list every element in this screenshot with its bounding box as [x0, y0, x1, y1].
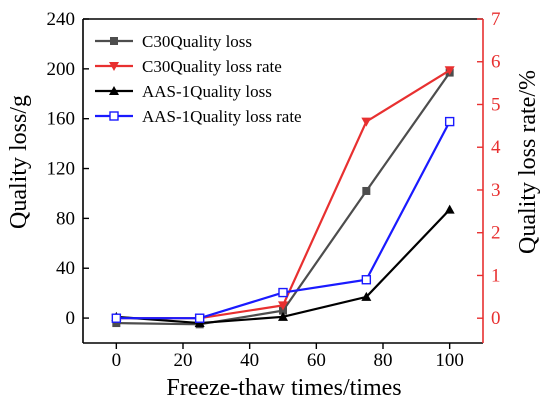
series-point — [361, 117, 372, 127]
legend-label: C30Quality loss rate — [142, 57, 282, 76]
y-left-tick-label: 200 — [47, 59, 76, 80]
legend: C30Quality loss C30Quality loss rate AAS-1… — [95, 32, 302, 126]
x-tick-label: 60 — [307, 350, 326, 371]
y-left-tick-label: 160 — [47, 109, 76, 130]
y-right-tick-label: 5 — [491, 94, 501, 115]
y-left-tick-label: 240 — [47, 9, 76, 30]
y-axis-left: 0 40 80 120 160 200 240 — [47, 9, 89, 329]
y-left-tick-label: 0 — [66, 308, 76, 329]
y-left-tick-label: 120 — [47, 159, 76, 180]
legend-item: AAS-1Quality loss rate — [95, 107, 302, 126]
y-right-tick-label: 3 — [491, 180, 501, 201]
series-4 — [111, 116, 455, 323]
legend-label: AAS-1Quality loss — [142, 82, 272, 101]
y-right-tick-label: 7 — [491, 9, 501, 30]
series-point — [278, 311, 288, 321]
series-layer — [111, 66, 455, 329]
series-point — [444, 116, 455, 127]
series-point — [444, 204, 455, 214]
x-tick-label: 0 — [112, 350, 122, 371]
x-tick-label: 40 — [240, 350, 259, 371]
plot-frame — [82, 18, 484, 344]
x-tick-label: 20 — [174, 350, 193, 371]
legend-swatch-marker — [109, 62, 119, 71]
series-point — [444, 66, 455, 76]
series-point — [361, 275, 372, 285]
legend-label: AAS-1Quality loss rate — [142, 107, 302, 126]
x-axis: 0 20 40 60 80 100 — [112, 343, 464, 371]
legend-item: C30Quality loss rate — [95, 57, 282, 76]
legend-swatch-marker — [109, 111, 119, 121]
series-point — [279, 306, 287, 315]
y-axis-right-title: Quality loss rate/% — [515, 70, 541, 254]
y-left-tick-label: 80 — [56, 208, 75, 229]
legend-item: AAS-1Quality loss — [95, 82, 272, 101]
series-point — [111, 313, 122, 323]
y-axis-right: 0 1 2 3 4 5 6 7 — [477, 9, 501, 329]
legend-item: C30Quality loss — [95, 32, 252, 51]
legend-label: C30Quality loss — [142, 32, 252, 51]
y-right-tick-label: 0 — [491, 308, 501, 329]
y-left-tick-label: 40 — [56, 258, 75, 279]
y-right-tick-label: 4 — [491, 137, 501, 158]
x-tick-label: 100 — [435, 350, 464, 371]
series-2 — [111, 66, 455, 324]
series-point — [194, 313, 205, 323]
x-axis-title: Freeze-thaw times/times — [166, 375, 401, 401]
x-tick-label: 80 — [374, 350, 393, 371]
series-point — [361, 291, 372, 301]
series-point — [278, 287, 288, 298]
y-axis-left-title: Quality loss/g — [6, 95, 32, 229]
legend-swatch-marker — [109, 86, 119, 95]
legend-swatch-marker — [110, 37, 118, 45]
series-point — [362, 186, 371, 195]
series-point — [278, 301, 288, 311]
y-right-tick-label: 2 — [491, 223, 501, 244]
y-right-tick-label: 6 — [491, 52, 501, 73]
y-right-tick-label: 1 — [491, 265, 501, 286]
